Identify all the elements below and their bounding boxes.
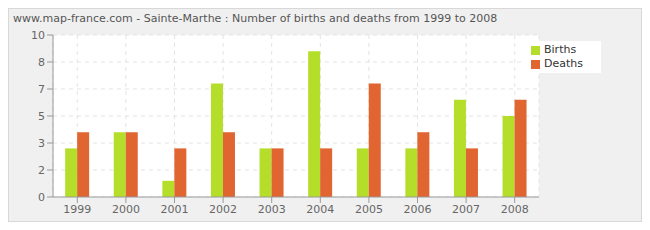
svg-text:2005: 2005 — [355, 203, 383, 216]
svg-text:10: 10 — [31, 29, 45, 42]
html-text:Deaths: Deaths — [544, 57, 583, 70]
svg-text:7: 7 — [38, 83, 45, 96]
svg-text:2001: 2001 — [161, 203, 189, 216]
svg-text:2003: 2003 — [258, 203, 286, 216]
svg-text:2008: 2008 — [501, 203, 529, 216]
svg-text:2004: 2004 — [306, 203, 334, 216]
html-text:Births: Births — [544, 43, 577, 56]
svg-text:3: 3 — [38, 137, 45, 150]
svg-text:2002: 2002 — [209, 203, 237, 216]
svg-text:5: 5 — [38, 110, 45, 123]
html-text:www.map-france.com - Sainte-Ma: www.map-france.com - Sainte-Marthe : Num… — [13, 12, 498, 25]
svg-text:2006: 2006 — [404, 203, 432, 216]
svg-text:2000: 2000 — [112, 203, 140, 216]
svg-text:2007: 2007 — [452, 203, 480, 216]
svg-text:1999: 1999 — [63, 203, 91, 216]
svg-text:2: 2 — [38, 164, 45, 177]
svg-text:8: 8 — [38, 56, 45, 69]
svg-text:0: 0 — [38, 191, 45, 204]
